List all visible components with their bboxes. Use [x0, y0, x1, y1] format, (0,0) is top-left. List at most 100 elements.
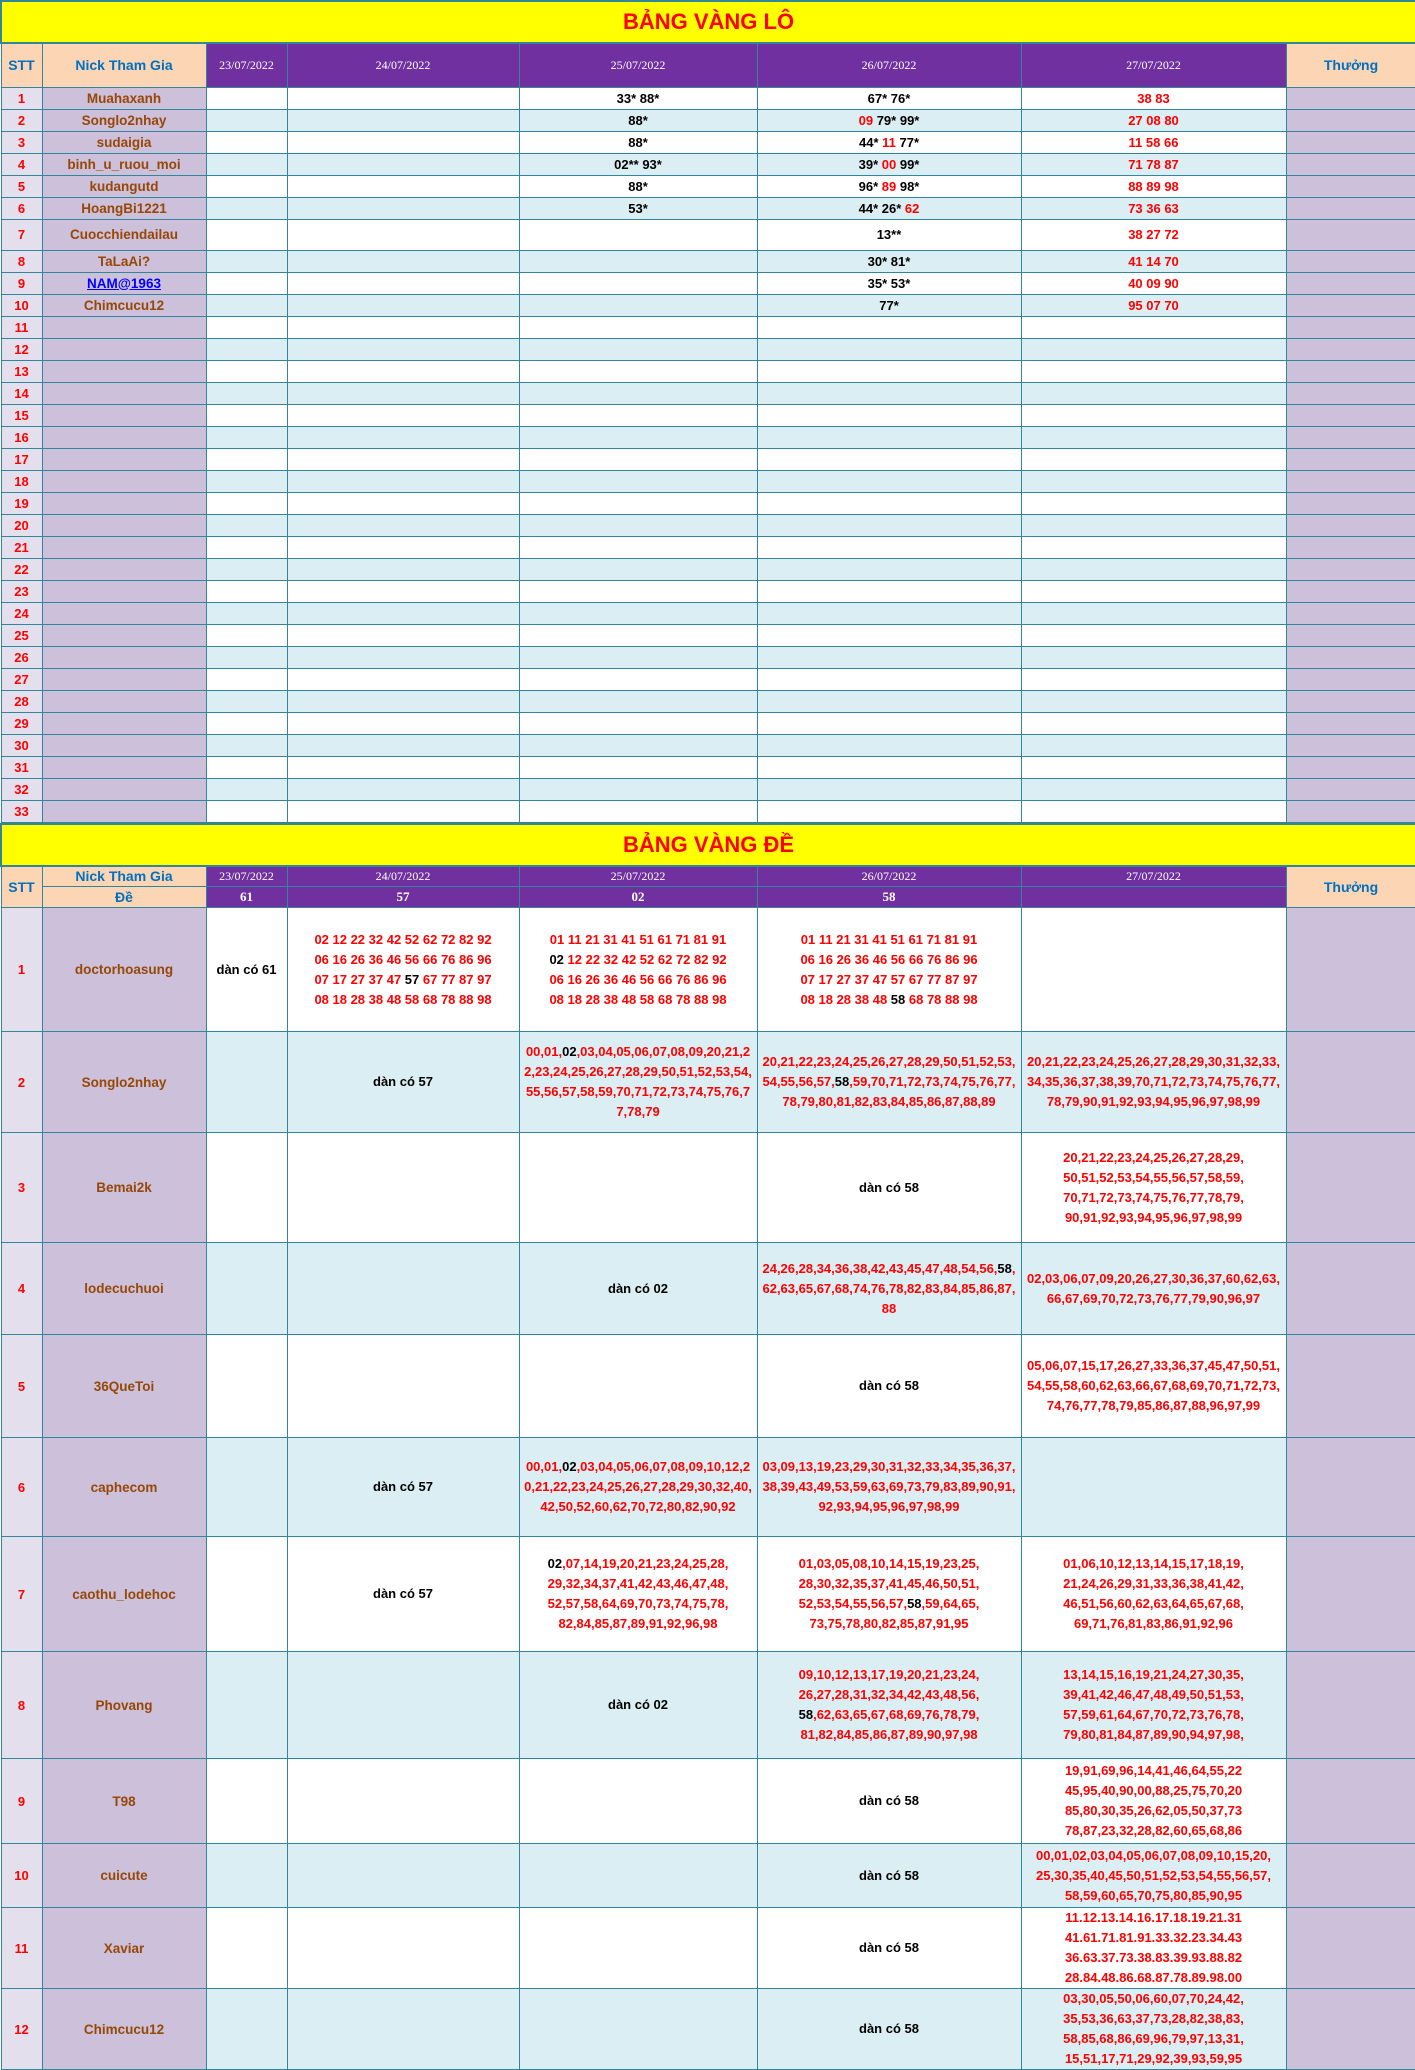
pick-cell — [287, 338, 519, 360]
nick-cell — [42, 602, 206, 624]
pick-cell — [1021, 316, 1286, 338]
pick-cell — [519, 448, 757, 470]
pick-cell — [1021, 514, 1286, 536]
pick-cell — [287, 197, 519, 219]
table-row: 12 — [1, 338, 1415, 360]
de-result-row: Đề 61 57 02 58 — [1, 887, 1415, 908]
hit-number: 98* — [896, 179, 919, 194]
header-date: 26/07/2022 — [757, 43, 1021, 87]
pick-cell — [519, 690, 757, 712]
pick-cell — [757, 646, 1021, 668]
pick-numbers: 05,06,07,15,17,26,27,33,36,37,45,47,50,5… — [1027, 1358, 1280, 1413]
pick-numbers: 68 78 88 98 — [905, 992, 977, 1007]
row-number: 2 — [1, 109, 42, 131]
hit-number: 88* — [628, 113, 648, 128]
hit-number: dàn có 61 — [217, 962, 277, 977]
hit-number: 44* 26* — [859, 201, 905, 216]
prize-cell — [1286, 514, 1415, 536]
nick-cell — [42, 514, 206, 536]
pick-cell — [519, 426, 757, 448]
pick-cell: dàn có 57 — [287, 1032, 519, 1133]
pick-cell — [206, 756, 287, 778]
pick-cell: dàn có 02 — [519, 1652, 757, 1759]
pick-cell — [1021, 734, 1286, 756]
table-row: 25 — [1, 624, 1415, 646]
pick-cell — [519, 404, 757, 426]
table-row: 27 — [1, 668, 1415, 690]
pick-cell — [206, 514, 287, 536]
row-number: 32 — [1, 778, 42, 800]
row-number: 14 — [1, 382, 42, 404]
row-number: 26 — [1, 646, 42, 668]
pick-cell — [287, 294, 519, 316]
pick-numbers: 73 36 63 — [1128, 201, 1179, 216]
pick-cell — [287, 646, 519, 668]
nick-cell: HoangBi1221 — [42, 197, 206, 219]
hit-number: 39* — [859, 157, 882, 172]
pick-cell — [757, 514, 1021, 536]
pick-cell — [206, 1335, 287, 1438]
pick-cell — [206, 382, 287, 404]
hit-number: 13** — [877, 227, 902, 242]
pick-cell — [287, 1759, 519, 1844]
pick-cell: 11 58 66 — [1021, 131, 1286, 153]
hit-number: dàn có 58 — [859, 1793, 919, 1808]
row-number: 30 — [1, 734, 42, 756]
pick-cell — [757, 382, 1021, 404]
pick-cell — [287, 175, 519, 197]
pick-cell — [287, 316, 519, 338]
pick-cell — [287, 426, 519, 448]
pick-cell — [757, 778, 1021, 800]
prize-cell — [1286, 272, 1415, 294]
pick-cell — [206, 558, 287, 580]
pick-cell: dàn có 58 — [757, 1335, 1021, 1438]
pick-cell — [519, 470, 757, 492]
pick-numbers: 09,10,12,13,17,19,20,21,23,24, 26,27,28,… — [799, 1667, 980, 1702]
pick-cell: 35* 53* — [757, 272, 1021, 294]
pick-cell: 19,91,69,96,14,41,46,64,55,22 45,95,40,9… — [1021, 1759, 1286, 1844]
pick-cell: 01 11 21 31 41 51 61 71 81 91 02 12 22 3… — [519, 908, 757, 1032]
pick-cell: dàn có 57 — [287, 1537, 519, 1652]
nick-cell — [42, 382, 206, 404]
nick-cell: Phovang — [42, 1652, 206, 1759]
prize-cell — [1286, 338, 1415, 360]
hit-number: dàn có 58 — [859, 1378, 919, 1393]
pick-cell — [757, 690, 1021, 712]
pick-cell: 01,06,10,12,13,14,15,17,18,19, 21,24,26,… — [1021, 1537, 1286, 1652]
prize-cell — [1286, 1989, 1415, 2070]
header-nick: Nick Tham Gia — [42, 866, 206, 887]
pick-cell: 38 27 72 — [1021, 219, 1286, 250]
pick-numbers: 71 78 87 — [1128, 157, 1179, 172]
pick-cell — [1021, 338, 1286, 360]
pick-cell — [1021, 602, 1286, 624]
lo-header-row: STT Nick Tham Gia 23/07/2022 24/07/2022 … — [1, 43, 1415, 87]
table-row: 29 — [1, 712, 1415, 734]
pick-cell — [206, 470, 287, 492]
table-row: 33 — [1, 800, 1415, 822]
header-date: 27/07/2022 — [1021, 866, 1286, 887]
pick-cell: 20,21,22,23,24,25,26,27,28,29,50,51,52,5… — [757, 1032, 1021, 1133]
hit-number: 53* — [628, 201, 648, 216]
pick-numbers: 20,21,22,23,24,25,26,27,28,29, 50,51,52,… — [1063, 1150, 1244, 1225]
row-number: 3 — [1, 1133, 42, 1243]
prize-cell — [1286, 87, 1415, 109]
header-date: 24/07/2022 — [287, 43, 519, 87]
pick-cell — [206, 153, 287, 175]
pick-cell — [519, 558, 757, 580]
hit-number: 02 — [562, 1459, 576, 1474]
nick-link[interactable]: NAM@1963 — [87, 276, 161, 291]
hit-number: 58 — [907, 1596, 921, 1611]
header-date: 27/07/2022 — [1021, 43, 1286, 87]
pick-cell — [287, 734, 519, 756]
prize-cell — [1286, 1032, 1415, 1133]
hit-number: dàn có 57 — [373, 1074, 433, 1089]
row-number: 6 — [1, 197, 42, 219]
pick-cell — [287, 272, 519, 294]
pick-numbers: 00,01,02,03,04,05,06,07,08,09,10,15,20, … — [1036, 1848, 1271, 1903]
pick-cell — [206, 1844, 287, 1908]
